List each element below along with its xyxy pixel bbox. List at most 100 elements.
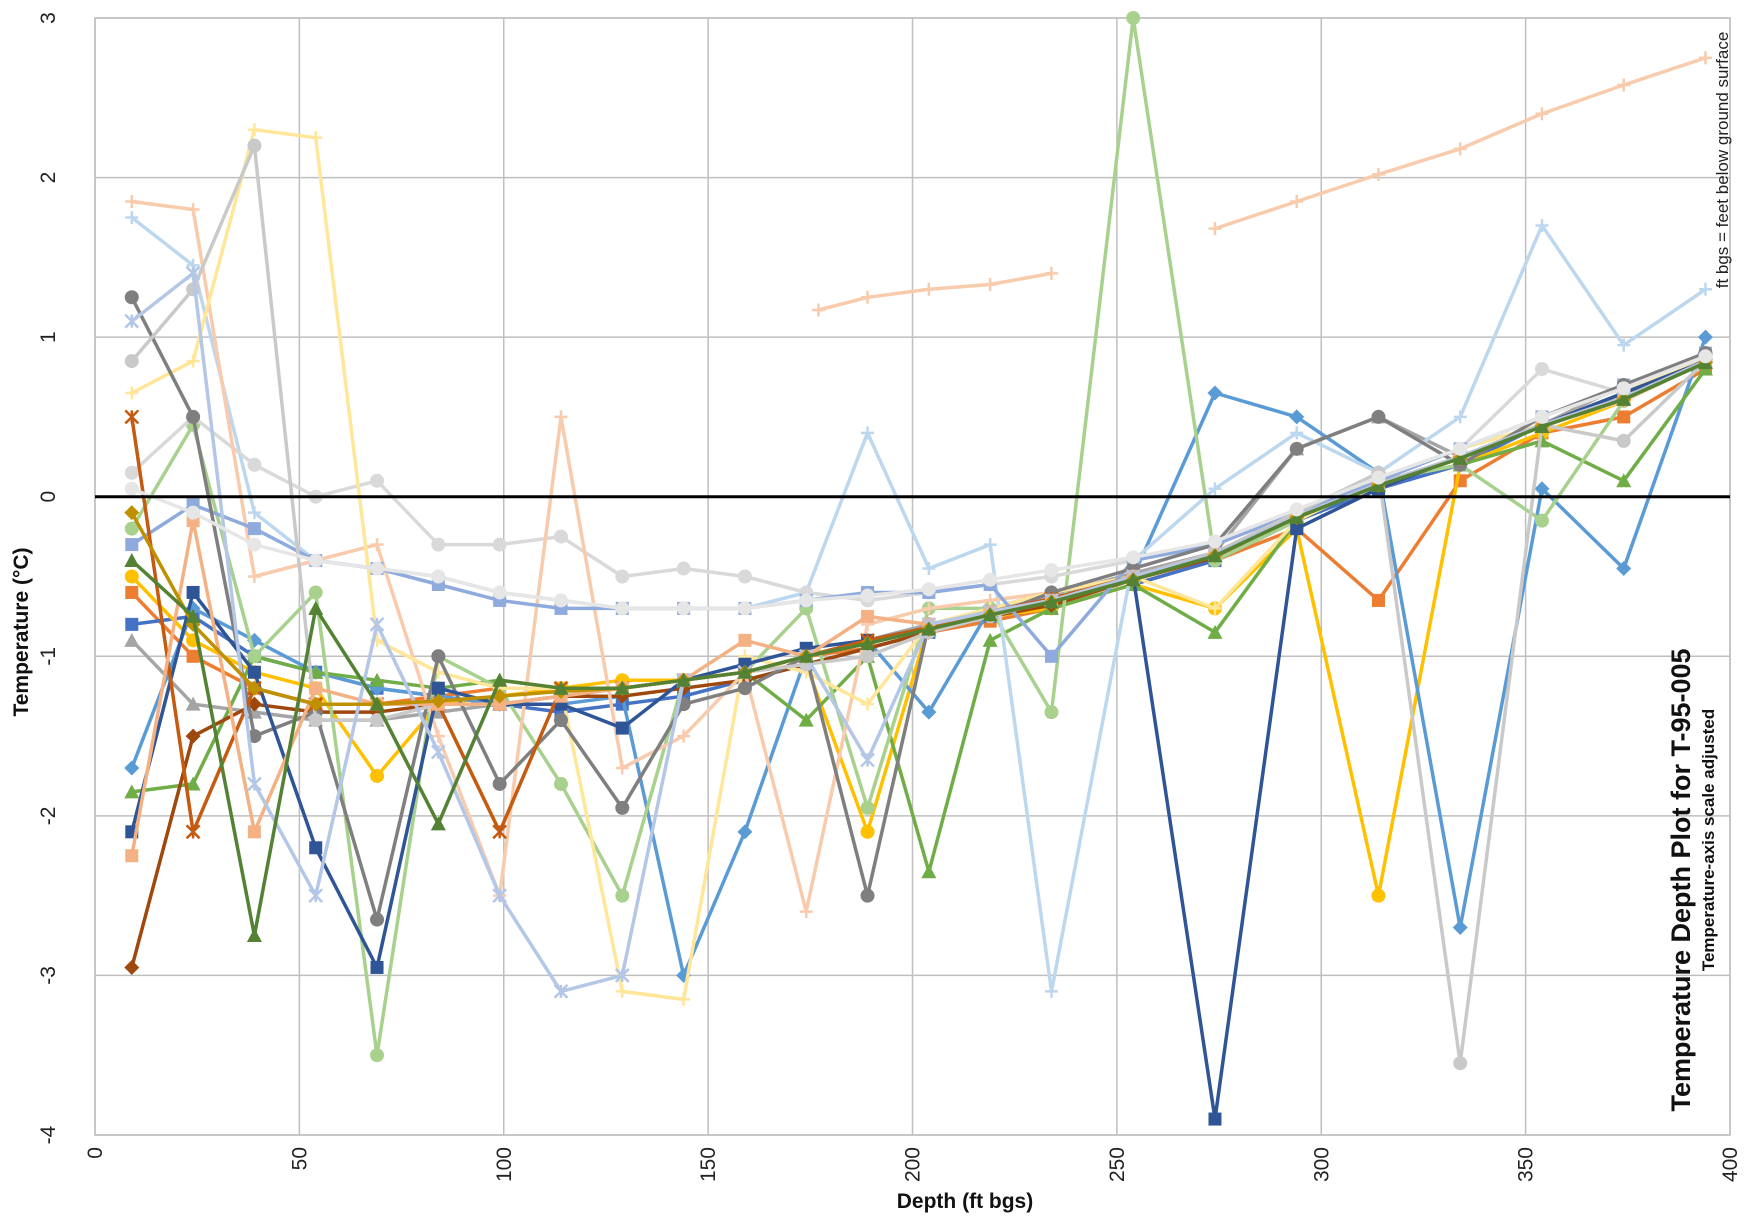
data-point bbox=[369, 616, 385, 632]
data-point bbox=[247, 138, 262, 153]
data-point bbox=[125, 538, 139, 552]
partial-series-1 bbox=[811, 266, 1058, 317]
series-path bbox=[130, 296, 1707, 922]
data-point bbox=[553, 529, 568, 544]
data-point bbox=[124, 354, 139, 369]
data-point bbox=[370, 912, 385, 927]
data-point bbox=[124, 290, 139, 305]
data-point bbox=[247, 776, 262, 792]
data-point bbox=[370, 768, 385, 783]
data-point bbox=[492, 537, 507, 552]
y-tick-label: 1 bbox=[37, 331, 60, 343]
data-point bbox=[1290, 195, 1304, 209]
y-tick-label: 2 bbox=[37, 172, 60, 184]
data-point bbox=[1452, 920, 1468, 936]
data-point bbox=[861, 609, 875, 623]
data-point bbox=[922, 601, 936, 615]
data-point bbox=[553, 713, 568, 728]
data-point bbox=[247, 825, 261, 839]
x-tick-label: 50 bbox=[288, 1147, 311, 1170]
data-point bbox=[1617, 338, 1631, 352]
data-point bbox=[1371, 593, 1385, 607]
chart-title: Temperature Depth Plot for T-95-005 bbox=[1666, 648, 1696, 1111]
data-point bbox=[124, 465, 139, 480]
data-point bbox=[124, 553, 140, 568]
x-tick-label: 400 bbox=[1719, 1147, 1742, 1182]
data-point bbox=[811, 303, 825, 317]
data-point bbox=[861, 697, 875, 711]
data-point bbox=[247, 522, 261, 536]
data-point bbox=[1290, 426, 1304, 440]
data-point bbox=[186, 202, 200, 216]
series-line-21 bbox=[124, 355, 1713, 943]
data-point bbox=[247, 729, 262, 744]
data-point bbox=[185, 696, 201, 711]
data-point bbox=[186, 505, 201, 520]
data-point bbox=[492, 824, 508, 840]
series-path bbox=[130, 359, 1707, 857]
data-point bbox=[185, 608, 201, 623]
data-point bbox=[614, 680, 630, 695]
data-point bbox=[1126, 550, 1141, 565]
data-point bbox=[982, 607, 998, 622]
data-point bbox=[185, 776, 201, 791]
data-point bbox=[185, 824, 201, 840]
data-point bbox=[125, 849, 139, 863]
data-point bbox=[676, 561, 691, 576]
series-layer bbox=[124, 11, 1713, 1126]
data-point bbox=[738, 633, 752, 647]
data-point bbox=[247, 665, 261, 679]
data-point bbox=[1289, 409, 1305, 425]
data-point bbox=[1534, 481, 1550, 497]
x-tick-label: 250 bbox=[1106, 1147, 1129, 1182]
data-point bbox=[431, 537, 446, 552]
data-point bbox=[1289, 441, 1304, 456]
data-point bbox=[1043, 594, 1059, 609]
y-tick-label: -3 bbox=[37, 966, 60, 985]
data-point bbox=[737, 824, 753, 840]
data-point bbox=[124, 632, 140, 647]
data-point bbox=[247, 649, 262, 664]
data-point bbox=[554, 410, 568, 424]
data-point bbox=[492, 672, 508, 687]
series-path bbox=[130, 143, 1707, 1065]
grid-lines bbox=[94, 17, 1731, 1136]
data-point bbox=[1371, 470, 1386, 485]
data-point bbox=[1371, 409, 1386, 424]
data-point bbox=[124, 505, 140, 521]
data-point bbox=[1698, 282, 1712, 296]
data-point bbox=[922, 282, 936, 296]
y-tick-label: -2 bbox=[37, 807, 60, 826]
data-point bbox=[308, 553, 323, 568]
data-point bbox=[553, 776, 568, 791]
data-point bbox=[615, 601, 630, 616]
series-line-16 bbox=[125, 354, 1712, 1126]
data-point bbox=[1616, 473, 1632, 488]
data-point bbox=[1534, 419, 1550, 434]
data-point bbox=[309, 841, 323, 855]
data-point bbox=[860, 636, 876, 651]
data-point bbox=[1616, 433, 1631, 448]
series-path bbox=[130, 359, 1707, 1121]
data-point bbox=[982, 632, 998, 647]
data-point bbox=[1698, 51, 1712, 65]
data-point bbox=[1697, 329, 1713, 345]
data-point bbox=[921, 582, 936, 597]
series-line-15 bbox=[124, 138, 1713, 1071]
data-point bbox=[799, 593, 814, 608]
data-point bbox=[861, 290, 875, 304]
series-path bbox=[818, 271, 1052, 312]
data-point bbox=[1208, 601, 1222, 615]
y-tick-label: 0 bbox=[37, 491, 60, 503]
data-point bbox=[308, 585, 323, 600]
data-point bbox=[983, 538, 997, 552]
data-point bbox=[983, 277, 997, 291]
data-point bbox=[125, 386, 139, 400]
data-point bbox=[1453, 410, 1467, 424]
data-point bbox=[553, 984, 569, 999]
data-point bbox=[1452, 450, 1468, 465]
data-point bbox=[615, 721, 629, 735]
data-point bbox=[1617, 410, 1631, 424]
data-point bbox=[246, 680, 262, 696]
series-line-17 bbox=[124, 353, 1713, 840]
